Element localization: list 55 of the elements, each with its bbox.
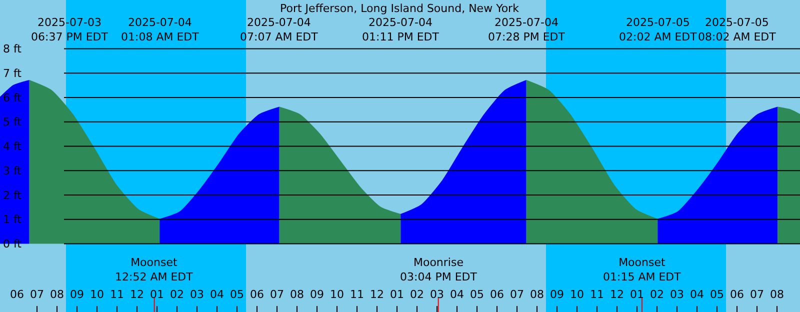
x-tick-label: 02 <box>650 288 664 301</box>
x-tick-label: 04 <box>450 288 464 301</box>
x-tick-label: 08 <box>770 288 784 301</box>
y-tick-label: 7 ft <box>3 66 22 80</box>
x-tick-label: 01 <box>630 288 644 301</box>
x-tick-label: 08 <box>50 288 64 301</box>
x-tick-label: 07 <box>270 288 284 301</box>
y-tick-label: 4 ft <box>3 140 22 154</box>
x-tick-label: 03 <box>670 288 684 301</box>
x-tick-label: 04 <box>690 288 704 301</box>
x-tick-label: 06 <box>10 288 24 301</box>
x-tick-label: 09 <box>310 288 324 301</box>
y-tick-label: 5 ft <box>3 116 22 129</box>
x-tick-label: 12 <box>610 288 624 301</box>
x-tick-label: 10 <box>330 288 344 301</box>
x-tick-label: 03 <box>190 288 204 301</box>
x-tick-label: 12 <box>130 288 144 301</box>
x-tick-label: 11 <box>350 288 364 301</box>
x-tick-label: 05 <box>230 288 244 301</box>
annotation: 2025-07-04 01:08 AM EDT <box>121 16 200 44</box>
x-tick-label: 12 <box>370 288 384 301</box>
x-tick-label: 11 <box>590 288 604 301</box>
x-tick-label: 09 <box>70 288 84 301</box>
x-tick-label: 01 <box>390 288 404 301</box>
annotation: 2025-07-05 02:02 AM EDT <box>619 16 698 44</box>
y-tick-label: 6 ft <box>3 91 22 104</box>
x-tick-label: 09 <box>550 288 564 301</box>
x-tick-label: 06 <box>490 288 504 301</box>
y-tick-label: 3 ft <box>3 164 22 178</box>
annotation: 2025-07-03 06:37 PM EDT <box>31 16 108 44</box>
x-tick-label: 02 <box>170 288 184 301</box>
ref-line-label: Moonrise 03:04 PM EDT <box>400 256 478 284</box>
x-tick-label: 07 <box>750 288 764 301</box>
y-tick-label: 1 ft <box>3 213 22 226</box>
chart-title: Port Jefferson, Long Island Sound, New York <box>280 2 520 15</box>
x-tick-label: 02 <box>410 288 424 301</box>
x-tick-label: 07 <box>510 288 524 301</box>
x-tick-label: 10 <box>570 288 584 301</box>
x-tick-label: 01 <box>150 288 164 301</box>
x-tick-label: 04 <box>210 288 224 301</box>
x-tick-label: 11 <box>110 288 124 301</box>
x-tick-label: 06 <box>730 288 744 301</box>
x-tick-label: 03 <box>430 288 444 301</box>
x-tick-label: 06 <box>250 288 264 301</box>
annotation: 2025-07-04 01:11 PM EDT <box>362 16 440 44</box>
x-tick-label: 05 <box>710 288 724 301</box>
y-tick-label: 2 ft <box>3 188 22 202</box>
ref-line-label: Moonset 12:52 AM EDT <box>115 256 194 284</box>
x-tick-label: 05 <box>470 288 484 301</box>
y-tick-label: 8 ft <box>3 42 22 56</box>
x-tick-label: 10 <box>90 288 104 301</box>
x-tick-label: 07 <box>30 288 44 301</box>
x-tick-label: 08 <box>530 288 544 301</box>
x-tick-label: 08 <box>290 288 304 301</box>
ref-line-label: Moonset 01:15 AM EDT <box>603 256 682 284</box>
